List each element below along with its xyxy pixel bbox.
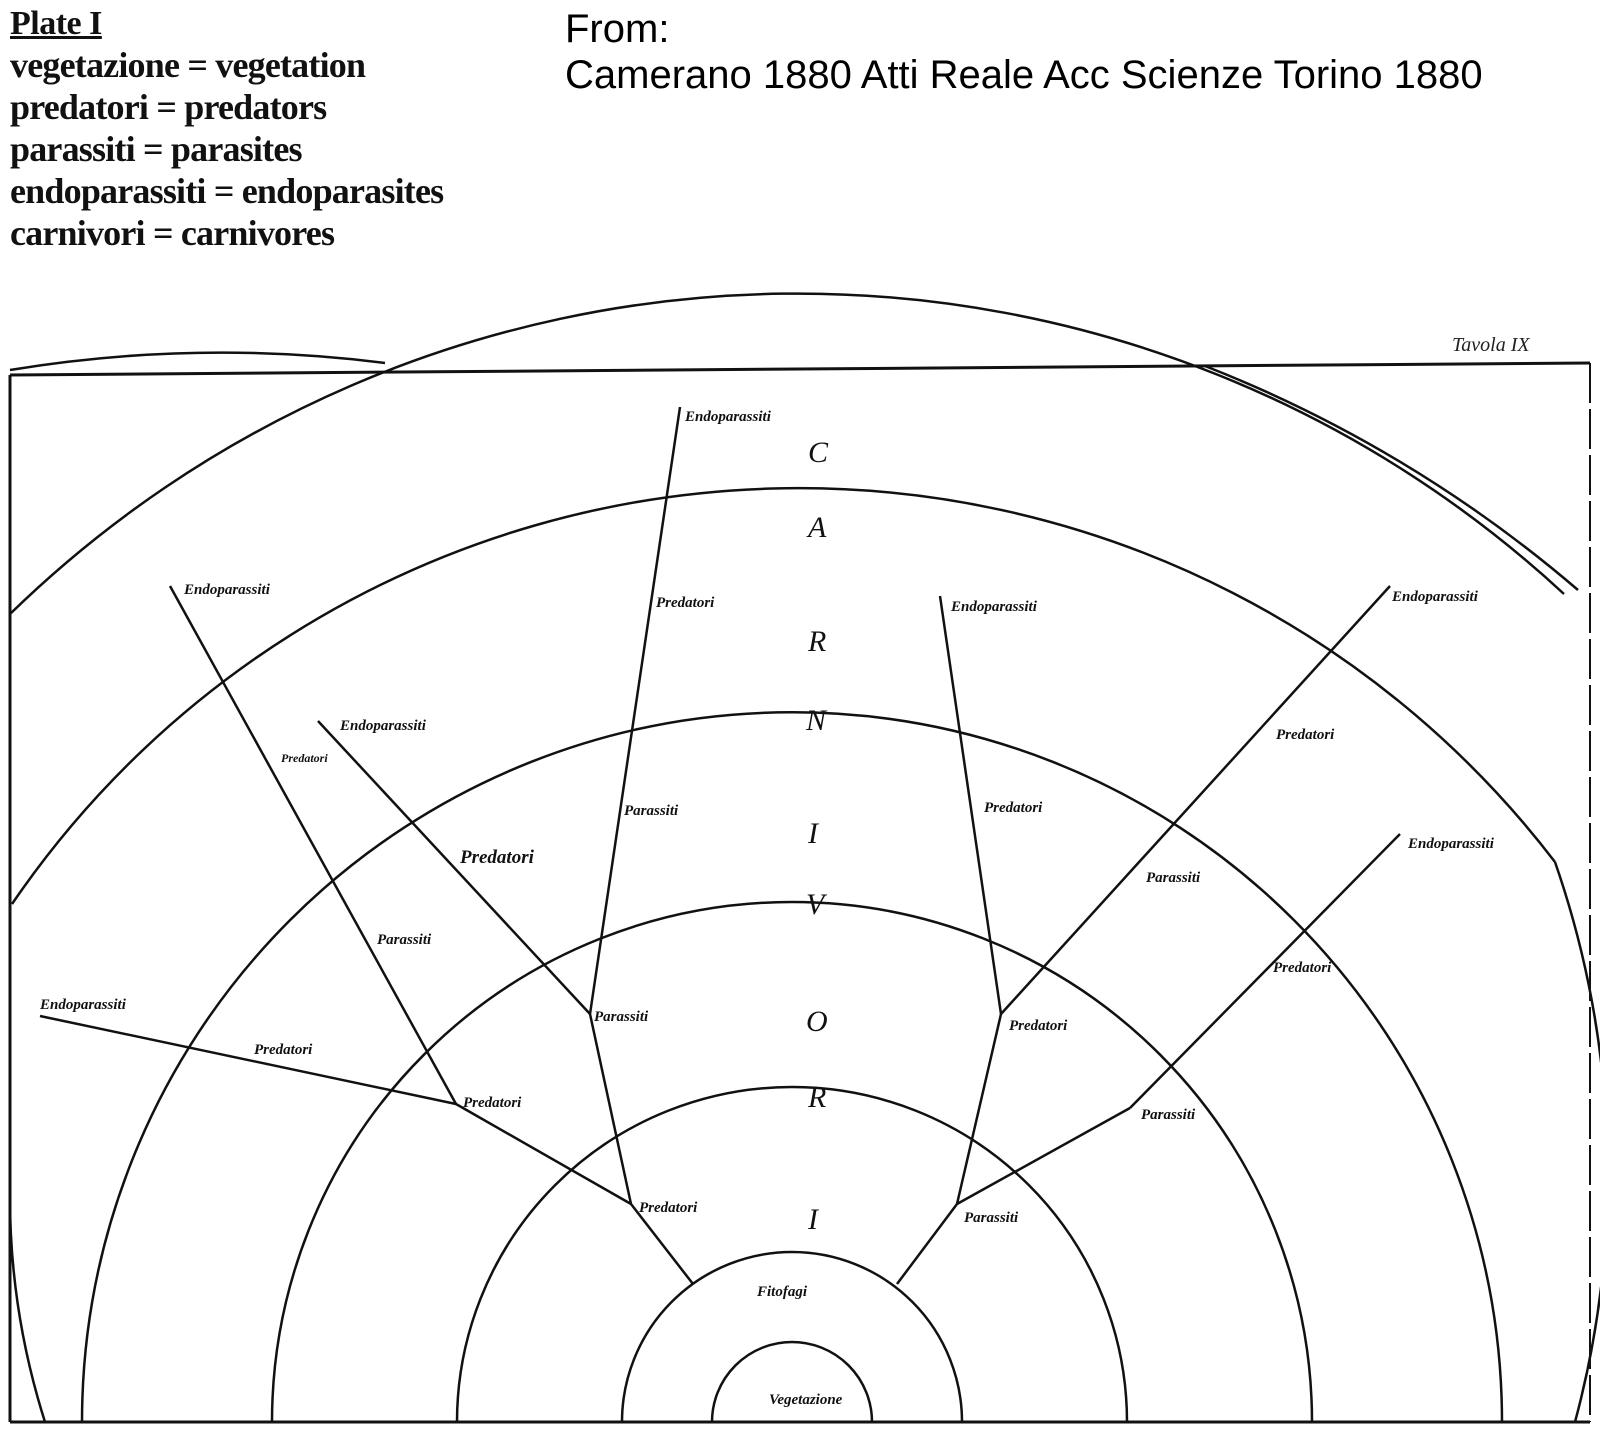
source-citation: From: Camerano 1880 Atti Reale Acc Scien… — [565, 6, 1483, 98]
ring-3 — [455, 1085, 1129, 1423]
label-parasites-right1: Parassiti — [1146, 870, 1201, 886]
label-parasites-right2: Parassiti — [1141, 1107, 1196, 1123]
ring-4 — [270, 900, 1314, 1423]
legend-row-vegetation: vegetazione = vegetation — [10, 45, 366, 85]
label-predators-right1: Predatori — [1276, 727, 1335, 743]
ring-5 — [80, 710, 1504, 1423]
vertical-letter-c: C — [808, 436, 829, 469]
label-predators-left1: Predatori — [281, 751, 328, 765]
label-endoparasites-mid-right: Endoparassiti — [950, 599, 1038, 615]
vertical-letter-o: O — [806, 1005, 828, 1038]
label-endoparasites-right1: Endoparassiti — [1391, 589, 1479, 605]
label-predators-right2: Predatori — [1273, 960, 1332, 976]
ring-phytophages — [620, 1250, 964, 1423]
legend-title: Plate I — [10, 5, 102, 42]
label-endoparasites-top: Endoparassiti — [684, 409, 772, 425]
legend: Plate I vegetazione = vegetation predato… — [10, 4, 444, 254]
label-predators-far-left: Predatori — [254, 1042, 313, 1058]
label-parasites-left1: Parassiti — [377, 932, 432, 948]
label-predators-left2: Predatori — [459, 847, 535, 868]
trophic-branches — [39, 406, 1401, 1285]
ring-8 — [9, 351, 386, 372]
vertical-letter-v: V — [806, 888, 828, 921]
label-predators-mid-right: Predatori — [984, 800, 1043, 816]
label-endoparasites-left2: Endoparassiti — [339, 718, 427, 734]
ring-7 — [9, 292, 1565, 615]
label-endoparasites-far-left: Endoparassiti — [39, 997, 127, 1013]
vertical-letter-a: A — [806, 511, 827, 544]
label-endoparasites-left1: Endoparassiti — [183, 582, 271, 598]
label-parasites-left-mid: Parassiti — [594, 1009, 649, 1025]
vertical-letter-n: N — [805, 704, 828, 737]
legend-row-predators: predatori = predators — [10, 87, 327, 127]
legend-row-endoparasites: endoparassiti = endoparasites — [10, 171, 444, 211]
plate-number: Tavola IX — [1452, 334, 1530, 356]
label-parasites-top: Parassiti — [624, 803, 679, 819]
label-parasites-bottom-right: Parassiti — [964, 1210, 1019, 1226]
label-endoparasites-right2: Endoparassiti — [1407, 836, 1495, 852]
label-predators-bottom-left: Predatori — [639, 1200, 698, 1216]
vertical-letter-i: I — [807, 817, 820, 850]
label-predators-top: Predatori — [656, 595, 715, 611]
label-vegetation: Vegetazione — [769, 1392, 843, 1408]
legend-row-carnivores: carnivori = carnivores — [10, 213, 335, 253]
label-predators-right-junction: Predatori — [1009, 1018, 1068, 1034]
label-phytophages: Fitofagi — [756, 1284, 808, 1300]
vertical-letter-r2: R — [807, 1081, 826, 1114]
vertical-letter-i2: I — [807, 1203, 820, 1236]
vertical-letter-r: R — [807, 625, 826, 658]
ring-8-right — [1204, 364, 1579, 591]
label-predators-left-junction: Predatori — [463, 1095, 522, 1111]
ring-vegetation — [710, 1340, 874, 1423]
node-labels: Endoparassiti Predatori Parassiti Parass… — [39, 409, 1495, 1226]
source-label: From: — [565, 7, 670, 51]
ring-6 — [8, 1184, 47, 1423]
plate-frame — [8, 361, 1591, 1424]
ring-right-tail — [1553, 861, 1600, 1423]
ring-6-arc — [10, 486, 1556, 905]
carnivori-vertical-label: C A R N I V O R I — [805, 436, 829, 1236]
legend-row-parasites: parassiti = parasites — [10, 129, 303, 169]
trophic-rings — [8, 292, 1600, 1423]
source-reference: Camerano 1880 Atti Reale Acc Scienze Tor… — [565, 53, 1483, 97]
